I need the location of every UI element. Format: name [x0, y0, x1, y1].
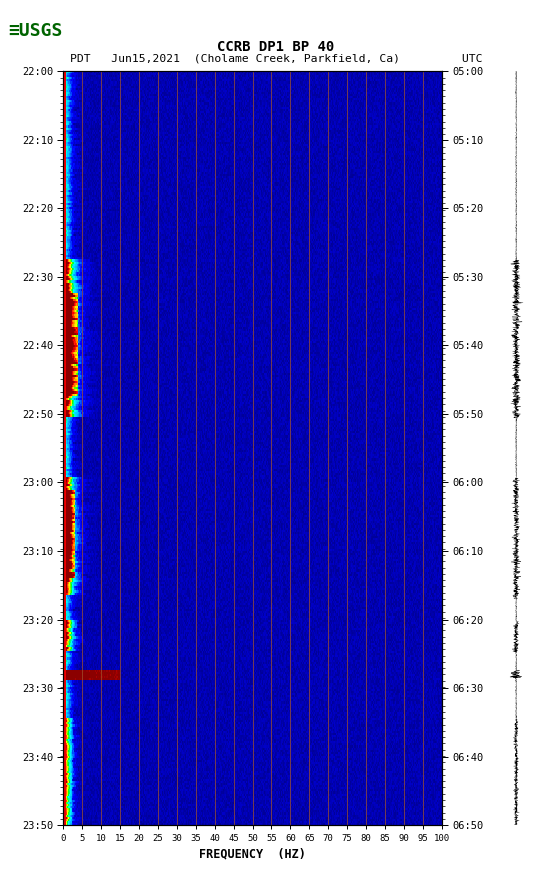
- X-axis label: FREQUENCY  (HZ): FREQUENCY (HZ): [199, 847, 306, 860]
- Text: ≡USGS: ≡USGS: [8, 22, 63, 40]
- Text: CCRB DP1 BP 40: CCRB DP1 BP 40: [217, 40, 335, 54]
- Text: PDT   Jun15,2021  (Cholame Creek, Parkfield, Ca)         UTC: PDT Jun15,2021 (Cholame Creek, Parkfield…: [70, 54, 482, 63]
